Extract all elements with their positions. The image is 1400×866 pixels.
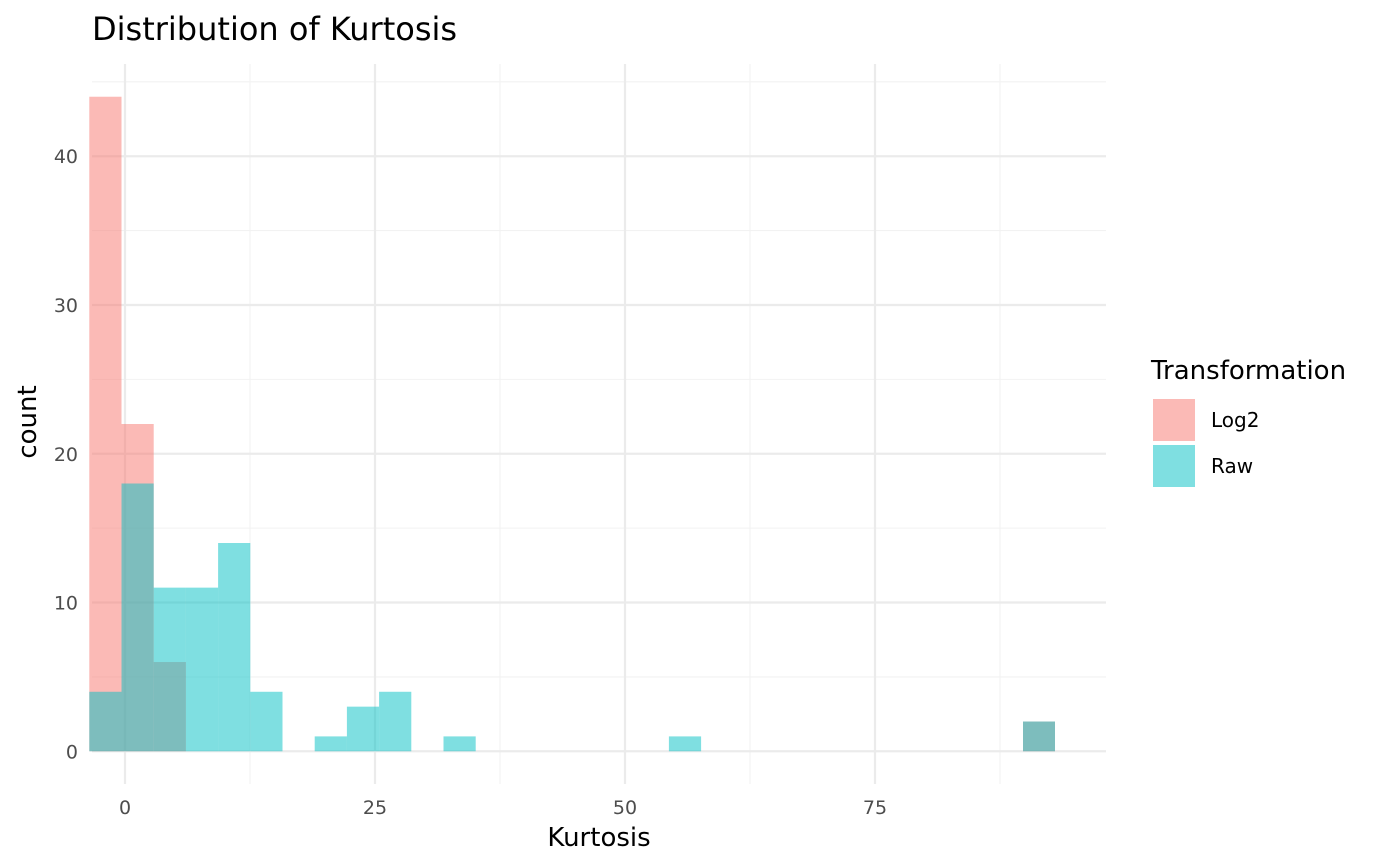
y-tick-label-3: 30 (54, 295, 78, 317)
legend-key-log2 (1153, 399, 1195, 441)
y-tick-label-2: 20 (54, 444, 78, 466)
legend-label-raw: Raw (1211, 454, 1253, 478)
bar-raw-10 (668, 736, 702, 752)
x-tick-label-0: 0 (119, 797, 131, 819)
chart-title: Distribution of Kurtosis (92, 10, 457, 48)
bar-raw-0 (89, 691, 122, 752)
bar-raw-11 (1023, 721, 1055, 752)
x-tick-label-3: 75 (863, 797, 887, 819)
legend-label-log2: Log2 (1211, 408, 1259, 432)
x-axis-title: Kurtosis (547, 823, 650, 853)
histogram-bars (89, 96, 1055, 752)
legend-title: Transformation (1150, 356, 1346, 386)
legend-items: Log2 Raw (1153, 399, 1259, 487)
bar-raw-2 (153, 587, 186, 752)
y-tick-label-0: 0 (66, 741, 78, 763)
bar-raw-9 (443, 736, 476, 752)
minor-gridlines (92, 64, 1106, 784)
bar-raw-6 (314, 736, 347, 752)
legend: Transformation Log2 Raw (1150, 356, 1346, 487)
x-axis-tick-labels: 0 25 50 75 (119, 797, 887, 819)
y-tick-label-1: 10 (54, 593, 78, 615)
bar-raw-7 (346, 706, 380, 752)
bar-log2-0 (89, 96, 122, 752)
bar-raw-8 (379, 691, 412, 752)
y-tick-label-4: 40 (54, 146, 78, 168)
x-tick-label-2: 50 (613, 797, 637, 819)
bar-raw-4 (218, 543, 251, 752)
bar-raw-1 (121, 483, 154, 752)
legend-key-raw (1153, 445, 1195, 487)
y-axis-title: count (13, 385, 43, 458)
bar-raw-5 (250, 691, 283, 752)
bar-raw-3 (185, 587, 219, 752)
x-tick-label-1: 25 (363, 797, 387, 819)
y-axis-tick-labels: 0 10 20 30 40 (54, 146, 78, 763)
